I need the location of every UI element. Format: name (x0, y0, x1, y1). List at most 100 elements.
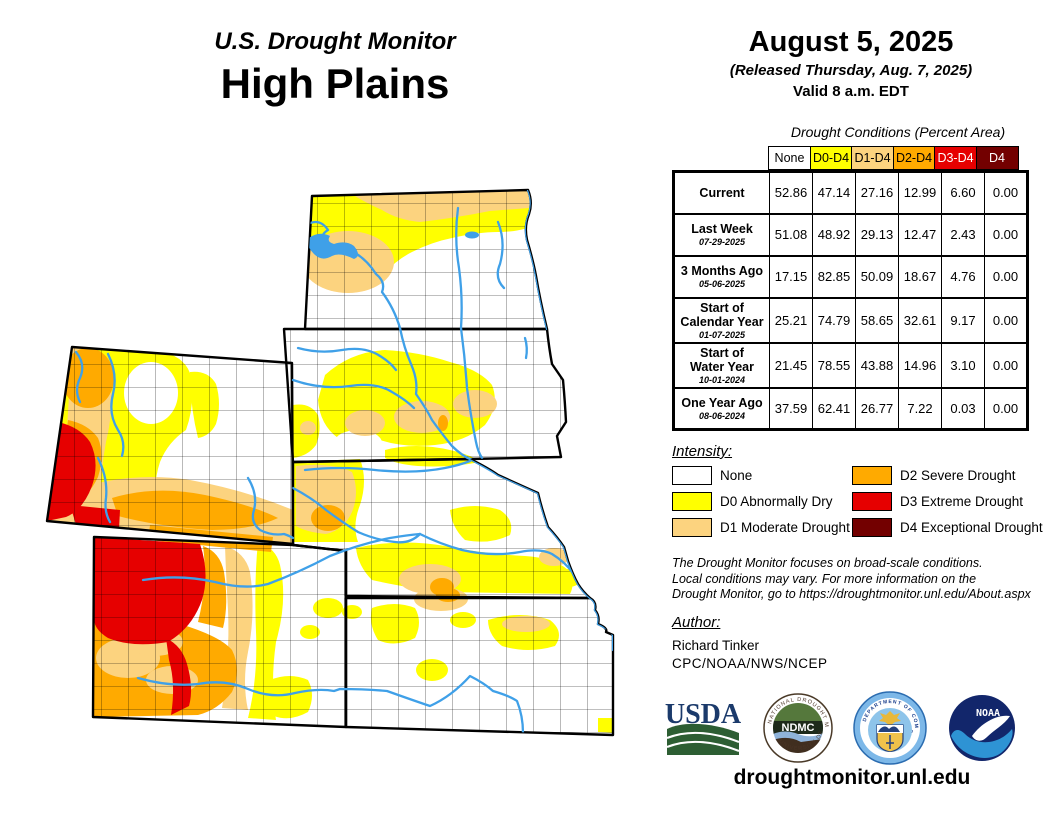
row-label-line: Water Year (690, 359, 754, 374)
table-row: Current 52.86 47.14 27.16 12.99 6.60 0.00 (673, 170, 1028, 214)
table-row: Start of Calendar Year 01-07-2025 25.21 74.7… (673, 296, 1028, 343)
disclaimer-line: Drought Monitor, go to https://droughtmo… (672, 587, 1031, 601)
row-label-line: Last Week (691, 222, 753, 236)
percent-area-value: 26.77 (855, 386, 899, 430)
percent-area-value: 0.00 (984, 386, 1028, 430)
column-header-d2-d4: D2-D4 (892, 146, 936, 170)
state-south-dakota (282, 327, 568, 464)
row-date: 07-29-2025 (698, 237, 746, 247)
legend-label: D3 Extreme Drought (900, 494, 1024, 509)
percent-area-value: 43.88 (855, 341, 899, 388)
percent-area-value: 17.15 (769, 254, 813, 298)
green-river (96, 456, 112, 524)
snake-river (74, 350, 84, 404)
author-name: Richard Tinker (672, 638, 760, 653)
table-row: Start of Water Year 10-01-2024 21.45 78.55 43… (673, 341, 1028, 388)
valid-time: Valid 8 a.m. EDT (793, 83, 909, 100)
row-label: Current (673, 170, 770, 214)
percent-area-value: 0.00 (984, 254, 1028, 298)
south-platte-river (141, 532, 422, 588)
legend-swatch (852, 518, 892, 537)
percent-area-value: 52.86 (769, 170, 813, 214)
percent-area-value: 0.00 (984, 170, 1028, 214)
row-label-line: Start of (700, 300, 744, 315)
percent-area-value: 7.22 (898, 386, 942, 430)
row-date: 08-06-2024 (698, 410, 746, 421)
lake-sakakawea (306, 233, 358, 259)
row-date: 01-07-2025 (698, 329, 746, 340)
legend-label: D4 Exceptional Drought (900, 520, 1043, 535)
legend-item: D3 Extreme Drought (852, 492, 1023, 511)
percent-area-value: 21.45 (769, 341, 813, 388)
program-title: U.S. Drought Monitor (214, 28, 456, 55)
row-label-line: 3 Months Ago (680, 264, 764, 278)
disclaimer-text: The Drought Monitor focuses on broad-sca… (672, 556, 1031, 603)
legend-swatch (672, 466, 712, 485)
percent-area-value: 78.55 (812, 341, 856, 388)
legend-label: D0 Abnormally Dry (720, 494, 833, 509)
big-sioux-river (523, 336, 528, 360)
percent-area-value: 50.09 (855, 254, 899, 298)
ndmc-logo-text: NDMC (781, 722, 814, 734)
row-date: 10-01-2024 (698, 374, 746, 385)
percent-area-value: 82.85 (812, 254, 856, 298)
percent-area-value: 0.00 (984, 296, 1028, 343)
disclaimer-line: Local conditions may vary. For more info… (672, 571, 977, 586)
row-label: Start of Water Year 10-01-2024 (673, 341, 770, 388)
legend-item: None (672, 466, 752, 485)
white-river (291, 378, 416, 410)
ndmc-logo: NATIONAL DROUGHT MITIGATION CENTER UNIVE… (763, 693, 833, 763)
row-label: Start of Calendar Year 01-07-2025 (673, 296, 770, 343)
row-label-line: One Year Ago (681, 395, 763, 410)
table-column-headers: None D0-D4 D1-D4 D2-D4 D3-D4 D4 (768, 146, 1019, 170)
column-header-d3-d4: D3-D4 (934, 146, 977, 170)
legend-item: D1 Moderate Drought (672, 518, 850, 537)
percent-area-value: 12.47 (898, 212, 942, 256)
percent-area-value: 58.65 (855, 296, 899, 343)
row-label: Last Week 07-29-2025 (673, 212, 770, 256)
legend-item: D0 Abnormally Dry (672, 492, 833, 511)
percent-area-value: 14.96 (898, 341, 942, 388)
percent-area-value: 0.00 (984, 341, 1028, 388)
table-row: One Year Ago 08-06-2024 37.59 62.41 26.77 7.2… (673, 386, 1028, 430)
legend-swatch (852, 466, 892, 485)
noaa-logo: NOAA (948, 695, 1015, 761)
author-heading: Author: (672, 614, 721, 631)
author-org: CPC/NOAA/NWS/NCEP (672, 656, 828, 671)
percent-area-value: 51.08 (769, 212, 813, 256)
percent-area-value: 29.13 (855, 212, 899, 256)
legend-swatch (852, 492, 892, 511)
percent-area-value: 48.92 (812, 212, 856, 256)
north-platte-river-wy (246, 476, 295, 540)
devils-lake (465, 231, 479, 239)
percent-area-value: 12.99 (898, 170, 942, 214)
niobrara-river (303, 459, 472, 473)
row-label: 3 Months Ago 05-06-2025 (673, 254, 770, 298)
percent-area-value: 18.67 (898, 254, 942, 298)
percent-area-value: 25.21 (769, 296, 813, 343)
percent-area-value: 0.03 (941, 386, 985, 430)
legend-label: None (720, 468, 753, 483)
percent-area-value: 74.79 (812, 296, 856, 343)
disclaimer-line: The Drought Monitor focuses on broad-sca… (672, 556, 983, 570)
legend-swatch (672, 492, 712, 511)
row-label-line: Current (699, 185, 745, 200)
table-row: Last Week 07-29-2025 51.08 48.92 29.13 12.47 2… (673, 212, 1028, 256)
legend-label: D2 Severe Drought (900, 468, 1016, 483)
drought-map-high-plains (45, 188, 615, 737)
footer-url: droughtmonitor.unl.edu (733, 766, 971, 789)
legend-item: D2 Severe Drought (852, 466, 1016, 485)
table-title: Drought Conditions (Percent Area) (790, 124, 1006, 140)
legend-title: Intensity: (672, 443, 733, 460)
date-block: August 5, 2025 (Released Thursday, Aug. … (668, 26, 1034, 100)
percent-area-value: 27.16 (855, 170, 899, 214)
column-header-d4: D4 (975, 146, 1019, 170)
sheyenne-river (496, 220, 506, 290)
region-title: High Plains (220, 60, 450, 107)
legend-swatch (672, 518, 712, 537)
bighorn-river (106, 352, 125, 458)
row-label-line: Start of (700, 345, 744, 360)
column-header-none: None (768, 146, 811, 170)
percent-area-value: 4.76 (941, 254, 985, 298)
